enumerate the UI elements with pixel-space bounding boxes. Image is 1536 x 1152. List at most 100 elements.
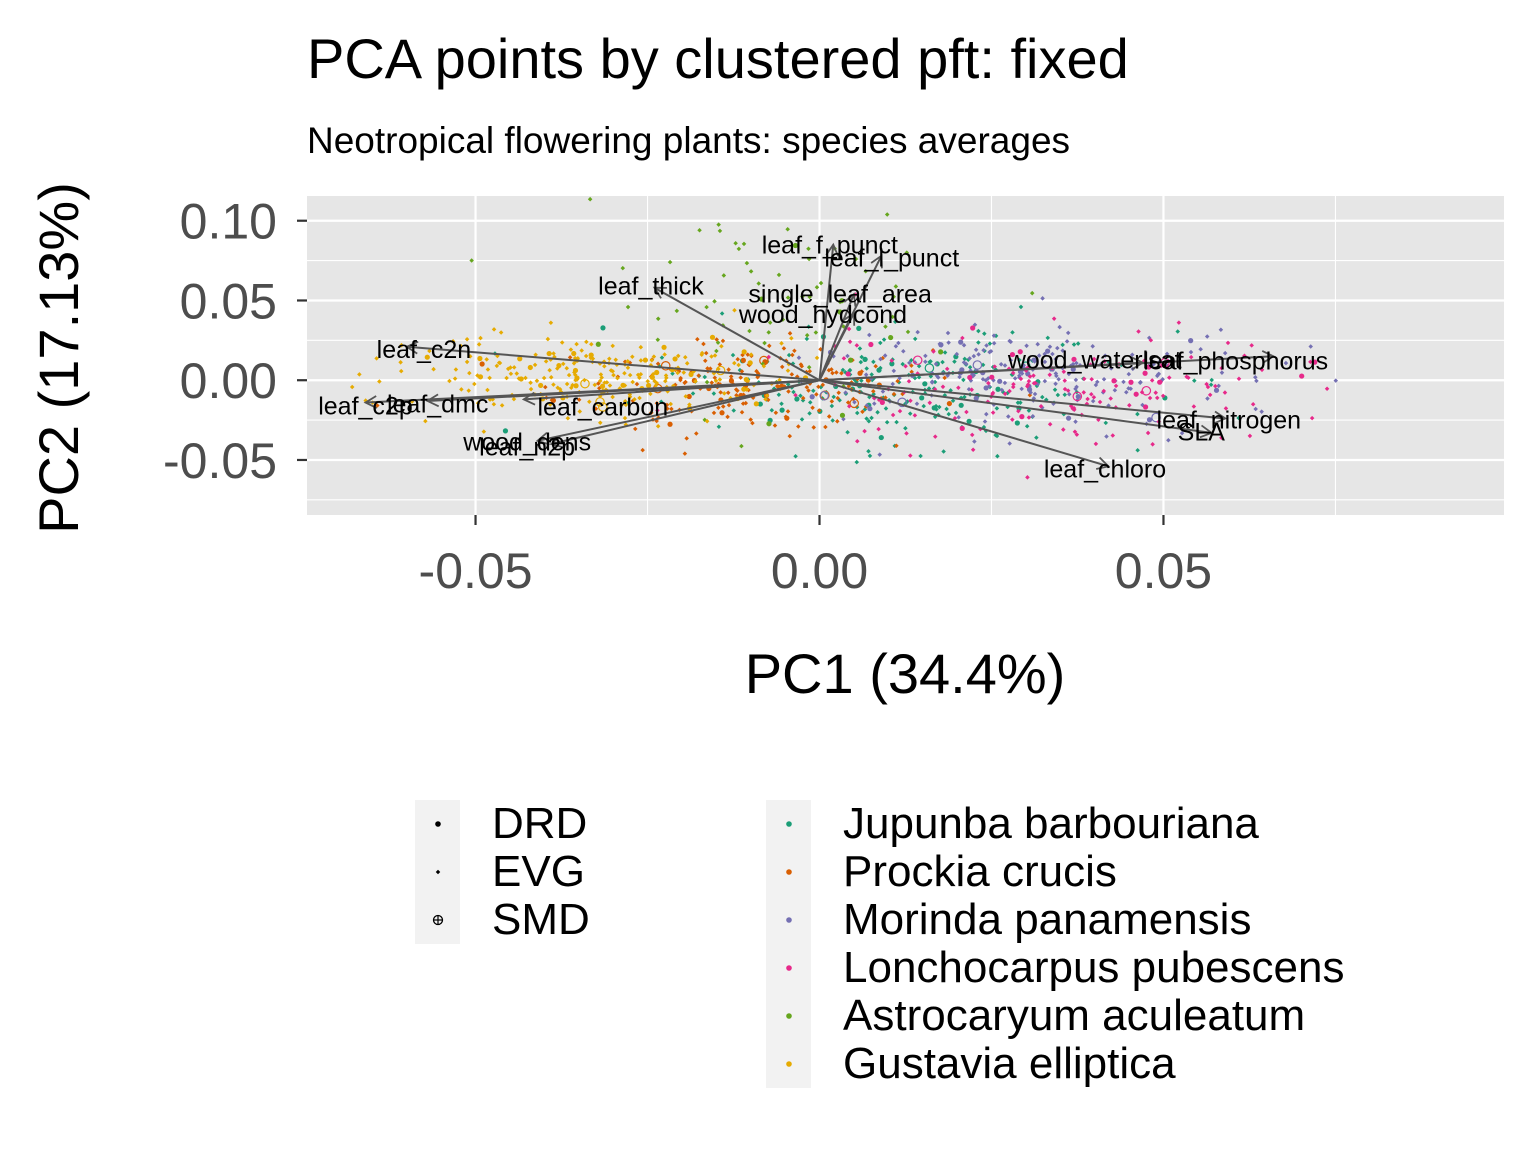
point-evg [807, 400, 813, 405]
point-evg [655, 424, 661, 429]
point-evg [1175, 329, 1180, 334]
point-evg [610, 394, 615, 400]
point-evg [572, 355, 578, 361]
point-evg [1018, 304, 1024, 310]
point-evg [1091, 394, 1097, 400]
point-evg [1179, 430, 1185, 436]
point-smd [924, 363, 935, 373]
point-evg [952, 359, 957, 364]
point-evg [894, 419, 899, 425]
loading-arrow [521, 379, 820, 406]
loading-label: wood_waterlsat [1007, 346, 1182, 374]
point-evg [597, 378, 603, 384]
point-evg [845, 430, 850, 435]
point-evg [942, 375, 947, 381]
point-evg [1002, 380, 1008, 386]
point-smd [819, 390, 829, 401]
point [709, 334, 716, 340]
point [741, 386, 747, 392]
point-evg [713, 378, 719, 384]
point-evg [799, 417, 805, 422]
point-evg [684, 361, 690, 366]
point-evg [896, 340, 901, 346]
point-evg [514, 371, 520, 376]
point-evg [568, 347, 574, 352]
point-evg [790, 352, 795, 358]
point-evg [1219, 370, 1225, 375]
point-evg [453, 367, 459, 372]
point-evg [485, 387, 490, 393]
point-evg [1040, 394, 1045, 400]
point-evg [573, 377, 578, 383]
point-evg [854, 343, 860, 348]
point-evg [915, 329, 920, 335]
point-evg [622, 371, 627, 376]
species-legend-key [766, 848, 811, 896]
point-evg [890, 314, 895, 320]
point-evg [1034, 435, 1039, 440]
point-evg [1150, 442, 1155, 447]
species-legend-label: Astrocaryum aculeatum [843, 991, 1306, 1040]
point-evg [720, 338, 726, 344]
point-evg [908, 398, 913, 403]
point [588, 352, 594, 358]
point-evg [905, 329, 911, 335]
point-evg [464, 359, 470, 365]
y-axis-title: PC2 (17.13%) [27, 182, 90, 534]
point-evg [944, 366, 950, 372]
point-evg [834, 370, 839, 375]
point-evg [818, 280, 824, 286]
point-evg [1081, 376, 1087, 382]
point-evg [499, 403, 505, 408]
point-evg [602, 363, 607, 369]
point-evg [840, 367, 846, 373]
point [919, 395, 925, 401]
point-evg [476, 342, 482, 347]
point-evg [995, 453, 1000, 459]
point-evg [991, 333, 997, 338]
point [1065, 415, 1072, 421]
point-evg [972, 439, 977, 444]
point-evg [374, 356, 379, 361]
major-gridlines [307, 196, 1504, 515]
point-evg [764, 393, 770, 398]
point-evg [1042, 378, 1048, 384]
point-evg [1136, 329, 1141, 334]
point-evg [678, 377, 683, 383]
loading-label: leaf_n2p [479, 433, 575, 461]
loading-label: leaf_thick [598, 272, 704, 300]
point-evg [589, 341, 594, 347]
point-evg [431, 366, 436, 372]
point-evg [625, 365, 631, 371]
point-evg [399, 342, 404, 348]
loading-arrow [818, 242, 839, 381]
point-evg [733, 387, 739, 392]
point-smd [897, 397, 907, 408]
point-evg [690, 391, 696, 396]
point-evg [583, 353, 589, 359]
point-evg [806, 388, 811, 393]
point-evg [663, 378, 668, 384]
point [1026, 387, 1033, 393]
point-evg [893, 319, 898, 324]
point-evg [998, 362, 1004, 367]
point-evg [726, 402, 732, 408]
loading-vectors [363, 242, 1276, 470]
point-evg [787, 433, 793, 439]
point-evg [945, 373, 950, 378]
point-evg [705, 366, 710, 371]
point-evg [990, 410, 996, 415]
point-evg [907, 360, 912, 366]
point-evg [1060, 342, 1065, 348]
point-evg [904, 431, 909, 436]
point-evg [651, 354, 657, 359]
point-evg [1191, 404, 1197, 409]
point-evg [709, 380, 715, 385]
point-evg [864, 366, 869, 371]
point-evg [1061, 369, 1067, 374]
point-evg [667, 259, 673, 265]
loading-arrow [535, 379, 820, 446]
point-evg [1093, 441, 1099, 447]
point-evg [1249, 343, 1254, 348]
point-evg [747, 328, 752, 334]
